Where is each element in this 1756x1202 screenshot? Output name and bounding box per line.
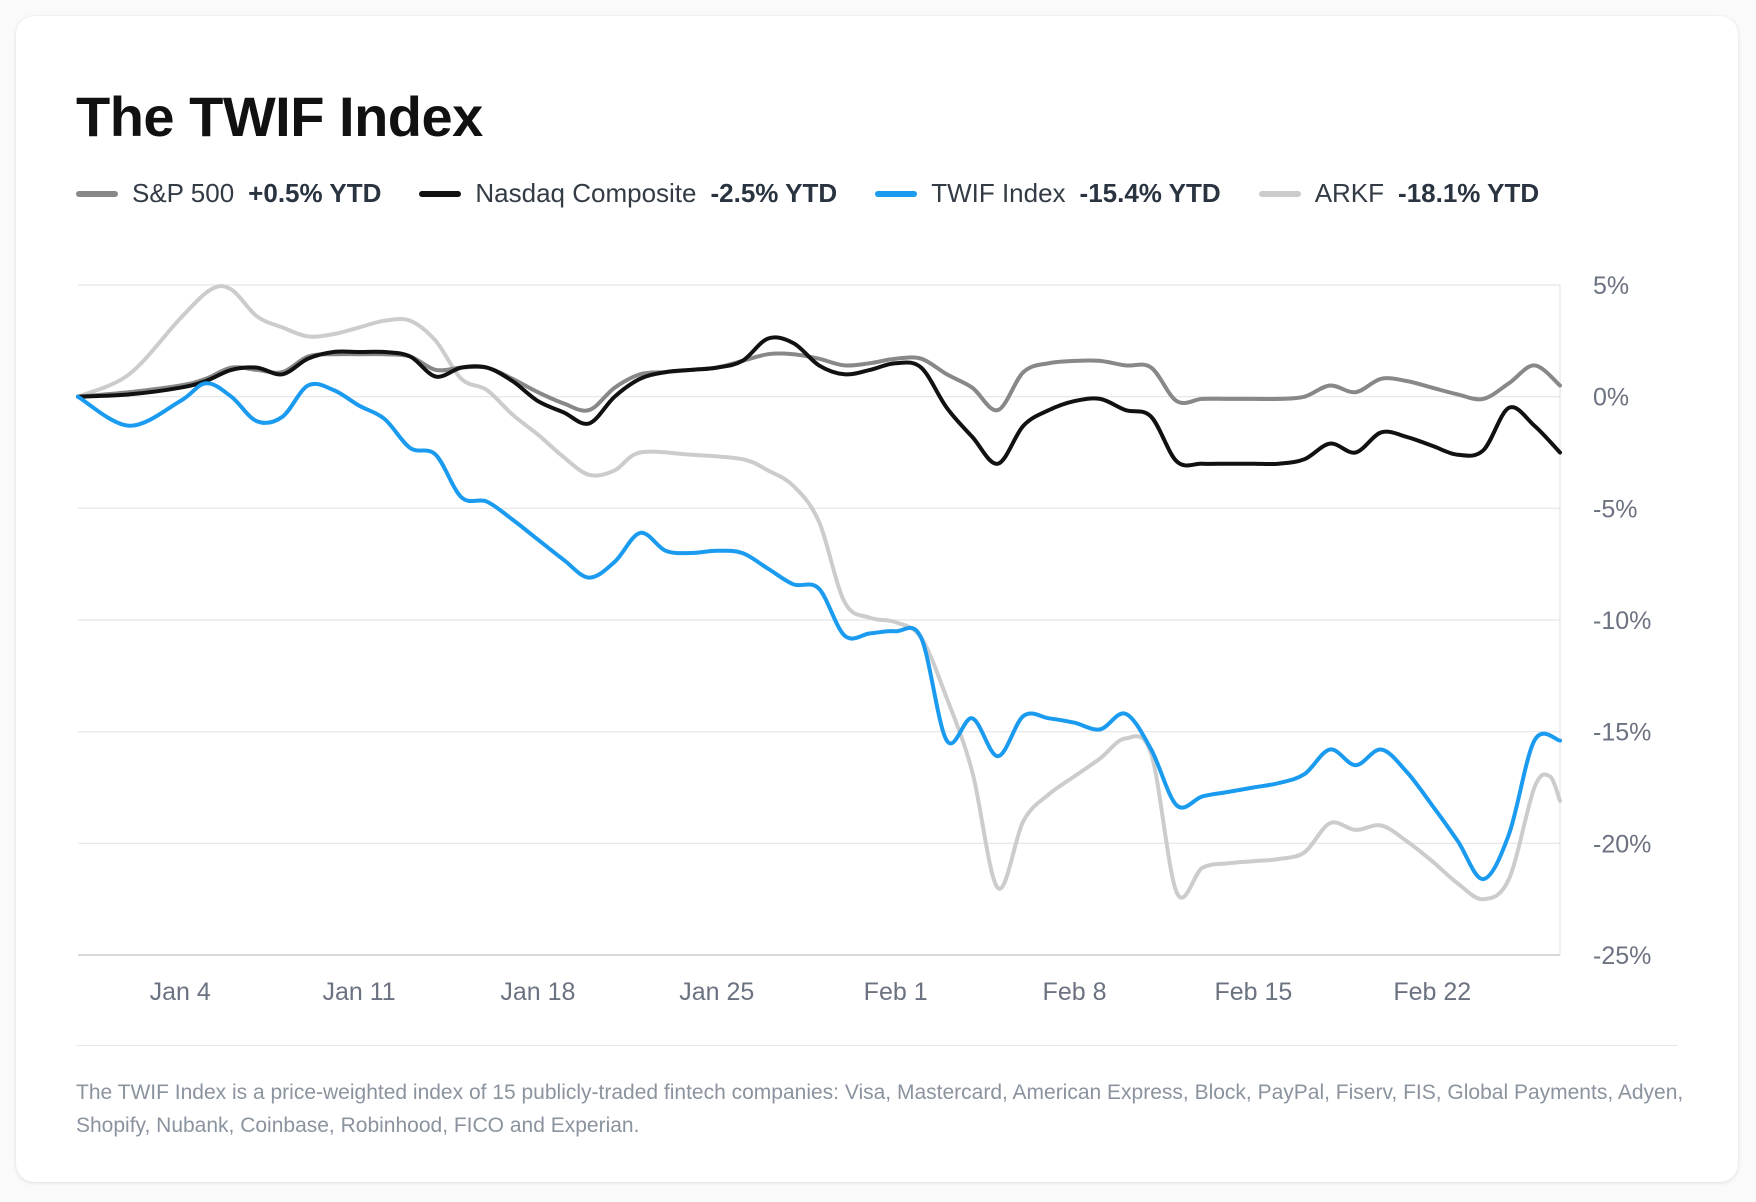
x-tick-label: Feb 15	[1214, 978, 1292, 1006]
legend-swatch	[1258, 190, 1301, 197]
y-tick-label: -10%	[1593, 607, 1651, 635]
legend-name: TWIF Index	[931, 178, 1066, 208]
y-tick-label: 0%	[1593, 384, 1629, 412]
x-tick-label: Jan 4	[150, 978, 211, 1006]
series-line-twif-index	[76, 381, 1562, 882]
y-tick-label: 5%	[1593, 272, 1629, 300]
footnote: The TWIF Index is a price-weighted index…	[76, 1081, 1684, 1137]
y-tick-label: -15%	[1593, 719, 1651, 747]
y-tick-label: -25%	[1593, 942, 1651, 970]
x-axis-ticks: Jan 4 Jan 11 Jan 18 Jan 25 Feb 1 Feb 8 Feb 15 F…	[150, 978, 1472, 1006]
legend-ytd: -2.5% YTD	[710, 178, 838, 208]
x-tick-label: Jan 11	[322, 978, 395, 1006]
legend-swatch	[875, 190, 918, 197]
legend-name: S&P 500	[132, 178, 235, 208]
series-line-arkf	[76, 283, 1562, 902]
legend-name: Nasdaq Composite	[475, 178, 697, 208]
x-tick-label: Feb 22	[1393, 978, 1471, 1006]
y-tick-label: -5%	[1593, 495, 1637, 523]
legend-name: ARKF	[1314, 178, 1385, 208]
x-tick-label: Jan 18	[500, 978, 575, 1006]
legend-item-sp500[interactable]: S&P 500 +0.5% YTD	[76, 178, 381, 209]
legend-item-twif[interactable]: TWIF Index -15.4% YTD	[875, 178, 1221, 209]
x-tick-label: Jan 25	[679, 978, 754, 1006]
series-line-nasdaq-composite	[76, 335, 1562, 468]
legend-ytd: -15.4% YTD	[1079, 178, 1221, 208]
legend-swatch	[76, 190, 118, 197]
y-tick-label: -20%	[1593, 830, 1651, 858]
x-tick-label: Feb 8	[1043, 978, 1107, 1006]
legend-item-arkf[interactable]: ARKF -18.1% YTD	[1258, 178, 1540, 209]
legend-ytd: +0.5% YTD	[248, 178, 382, 208]
footer-divider	[76, 1045, 1678, 1046]
legend-swatch	[419, 190, 462, 197]
chart-card	[16, 16, 1738, 1182]
legend-item-nasdaq[interactable]: Nasdaq Composite -2.5% YTD	[419, 178, 837, 209]
y-axis-ticks: 5% 0% -5% -10% -15% -20% -25%	[1593, 272, 1651, 970]
legend-ytd: -18.1% YTD	[1398, 178, 1540, 208]
x-tick-label: Feb 1	[864, 978, 928, 1006]
chart-title: The TWIF Index	[76, 85, 483, 148]
legend: S&P 500 +0.5% YTD Nasdaq Composite -2.5%…	[76, 178, 1539, 209]
series-line-s-p-500	[76, 351, 1562, 413]
series-lines	[76, 283, 1562, 902]
